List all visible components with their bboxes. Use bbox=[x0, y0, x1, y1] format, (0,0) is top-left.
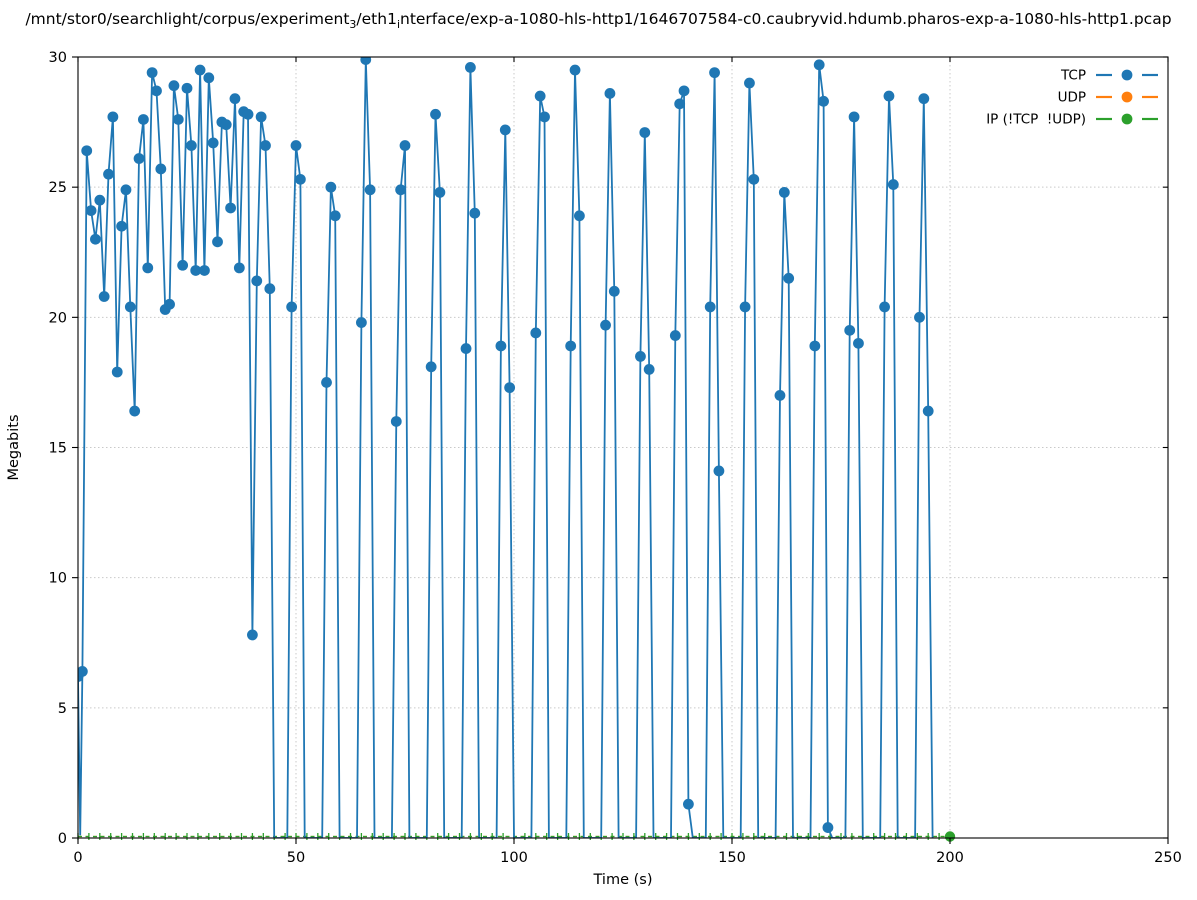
y-tick-label: 10 bbox=[49, 571, 67, 587]
x-tick-label: 50 bbox=[287, 850, 305, 866]
legend-label: TCP bbox=[1060, 68, 1086, 84]
y-tick-label: 20 bbox=[49, 310, 67, 326]
tcp-line bbox=[78, 59, 934, 838]
tcp-series bbox=[78, 57, 934, 838]
chart-title: /mnt/stor0/searchlight/corpus/experiment… bbox=[0, 10, 1197, 32]
y-tick-label: 5 bbox=[58, 701, 67, 717]
legend-marker-sample bbox=[1121, 113, 1133, 125]
axis-ticks bbox=[72, 56, 1169, 844]
x-axis-label: Time (s) bbox=[593, 872, 653, 888]
legend-marker-sample bbox=[1121, 91, 1133, 103]
tick-labels: 0 50 100 150 200 250 0 5 10 15 20 25 30 bbox=[49, 50, 1182, 866]
legend: TCP UDP IP (!TCP !UDP) bbox=[986, 68, 1158, 128]
title-text: /eth1 bbox=[356, 10, 397, 28]
ip-series bbox=[77, 831, 956, 842]
y-tick-label: 25 bbox=[49, 180, 67, 196]
x-tick-label: 100 bbox=[500, 850, 528, 866]
title-text: /mnt/stor0/searchlight/corpus/experiment bbox=[25, 10, 350, 28]
y-axis-label: Megabits bbox=[6, 415, 22, 481]
y-tick-label: 15 bbox=[49, 441, 67, 457]
ip-end-marker bbox=[944, 831, 956, 842]
title-text: nterface/exp-a-1080-hls-http1/1646707584… bbox=[400, 10, 1172, 28]
x-tick-label: 0 bbox=[73, 850, 82, 866]
x-tick-label: 150 bbox=[718, 850, 746, 866]
x-tick-label: 200 bbox=[936, 850, 964, 866]
legend-label: UDP bbox=[1058, 90, 1086, 106]
title-subscript: 3 bbox=[349, 18, 357, 32]
legend-label: IP (!TCP !UDP) bbox=[986, 112, 1086, 128]
y-tick-label: 30 bbox=[49, 50, 67, 66]
x-tick-label: 250 bbox=[1154, 850, 1182, 866]
legend-marker-sample bbox=[1121, 69, 1133, 81]
y-tick-label: 0 bbox=[58, 831, 67, 847]
title-subscript: i bbox=[396, 18, 400, 32]
